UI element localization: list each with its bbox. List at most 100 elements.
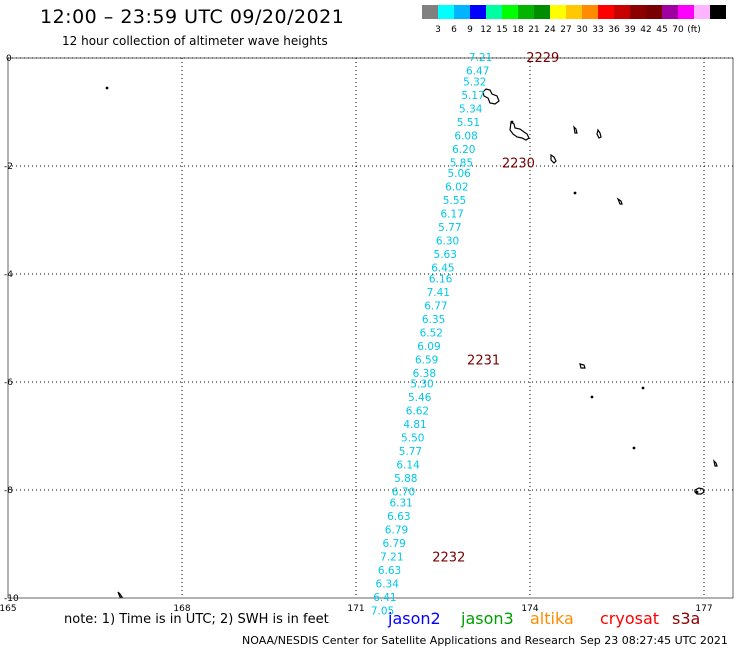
- colorbar-swatch: [422, 5, 438, 19]
- wave-height-value: 5.30: [410, 379, 433, 391]
- wave-height-value: 7.41: [427, 287, 450, 299]
- colorbar-label: 27: [560, 25, 571, 35]
- island-outline: [117, 591, 124, 598]
- wave-height-value: 6.79: [385, 525, 408, 537]
- y-tick-label: -2: [4, 162, 13, 172]
- map-frame: [7, 57, 734, 599]
- island-outline: [509, 120, 530, 141]
- wave-height-value: 6.63: [378, 565, 401, 577]
- y-tick-label: -6: [4, 378, 13, 388]
- legend-altika: altika: [530, 609, 574, 628]
- wave-height-value: 5.55: [443, 195, 466, 207]
- colorbar-label: 39: [624, 25, 636, 35]
- wave-height-value: 5.77: [438, 222, 461, 234]
- y-tick-label: -8: [4, 486, 13, 496]
- map-subtitle: 12 hour collection of altimeter wave hei…: [62, 34, 328, 48]
- colorbar-swatch: [646, 5, 662, 19]
- colorbar-label: 15: [496, 25, 507, 35]
- legend-s3a: s3a: [672, 609, 701, 628]
- colorbar-swatch: [598, 5, 614, 19]
- wave-height-value: 6.77: [424, 300, 447, 312]
- wave-height-value: 5.85: [450, 157, 473, 169]
- colorbar-swatch: [534, 5, 550, 19]
- colorbar-label: 3: [435, 25, 441, 35]
- island-outline: [694, 487, 705, 495]
- colorbar-swatch: [470, 5, 486, 19]
- colorbar-swatch: [454, 5, 470, 19]
- colorbar-swatch: [710, 5, 726, 19]
- colorbar-label: 33: [592, 25, 603, 35]
- wave-height-value: 5.06: [447, 168, 471, 180]
- wave-height-value: 6.20: [452, 144, 475, 156]
- map-title: 12:00 – 23:59 UTC 09/20/2021: [40, 6, 345, 28]
- y-tick-label: 0: [6, 54, 12, 64]
- island-dot: [695, 490, 699, 494]
- wave-height-value: 5.17: [461, 90, 484, 102]
- wave-height-value: 7.05: [371, 606, 394, 618]
- wave-height-value: 6.09: [417, 341, 440, 353]
- wave-height-value: 6.30: [436, 236, 459, 248]
- wave-height-value: 5.77: [399, 446, 422, 458]
- y-tick-label: -10: [4, 594, 19, 604]
- wave-height-value: 6.45: [431, 263, 454, 275]
- wave-height-value: 6.34: [376, 579, 400, 591]
- wave-height-value: 6.62: [406, 406, 429, 418]
- colorbar-swatch: [486, 5, 502, 19]
- island-dot: [632, 446, 636, 450]
- pass-time-label: 2231: [467, 353, 500, 368]
- generation-timestamp: Sep 23 08:27:45 UTC 2021: [580, 634, 728, 647]
- wave-height-value: 6.59: [415, 354, 438, 366]
- island-dot: [105, 86, 109, 90]
- colorbar-label: 36: [608, 25, 620, 35]
- colorbar-swatch: [582, 5, 598, 19]
- island-dot: [641, 386, 645, 390]
- wave-height-value: 5.63: [434, 249, 457, 261]
- colorbar-swatch: [678, 5, 694, 19]
- colorbar-label: (ft): [687, 25, 701, 35]
- colorbar-swatch: [614, 5, 630, 19]
- colorbar-swatch: [502, 5, 518, 19]
- colorbar-label: 6: [451, 25, 457, 35]
- island-outline: [596, 128, 602, 139]
- credit-line: NOAA/NESDIS Center for Satellite Applica…: [242, 634, 576, 647]
- wave-height-value: 6.70: [392, 487, 415, 499]
- wave-height-value: 6.08: [454, 130, 477, 142]
- x-tick-label: 174: [521, 604, 538, 614]
- wave-height-value: 5.32: [463, 76, 486, 88]
- island-outline: [616, 197, 623, 205]
- wave-height-value: 5.46: [408, 392, 432, 404]
- wave-height-value: 6.47: [466, 66, 489, 78]
- wave-height-value: 6.38: [413, 368, 436, 380]
- wave-height-value: 5.51: [457, 117, 480, 129]
- island-dot: [573, 191, 577, 195]
- footer-note: note: 1) Time is in UTC; 2) SWH is in fe…: [64, 612, 329, 627]
- colorbar-swatch: [550, 5, 566, 19]
- wave-height-value: 6.31: [389, 498, 412, 510]
- island-outline: [550, 153, 557, 164]
- colorbar-label: 70: [672, 25, 684, 35]
- island-outline: [573, 125, 578, 134]
- island-dot: [590, 395, 594, 399]
- colorbar-swatch: [694, 5, 710, 19]
- x-tick-label: 168: [173, 604, 190, 614]
- wave-height-value: 5.50: [401, 433, 424, 445]
- colorbar-label: 42: [640, 25, 651, 35]
- island-dot: [510, 120, 514, 124]
- wave-height-value: 6.14: [396, 460, 420, 472]
- wave-height-value: 7.21: [380, 552, 403, 564]
- pass-time-label: 2230: [502, 156, 535, 171]
- wave-height-value: 6.02: [445, 182, 468, 194]
- wave-height-value: 6.63: [387, 511, 410, 523]
- island-outline: [579, 363, 586, 369]
- wave-height-value: 6.79: [382, 538, 405, 550]
- colorbar-label: 24: [544, 25, 556, 35]
- colorbar-swatch: [566, 5, 582, 19]
- wave-height-value: 7.21: [469, 52, 492, 64]
- pass-time-label: 2232: [432, 551, 465, 566]
- wave-height-colorbar: 3 6 9 12 15 18 21 24 27 30 33 36 39 42 45 70 (ft): [422, 5, 726, 35]
- colorbar-swatch: [662, 5, 678, 19]
- wave-height-value: 4.81: [403, 419, 426, 431]
- x-tick-label: 177: [695, 604, 712, 614]
- legend-jason3: jason3: [461, 609, 514, 628]
